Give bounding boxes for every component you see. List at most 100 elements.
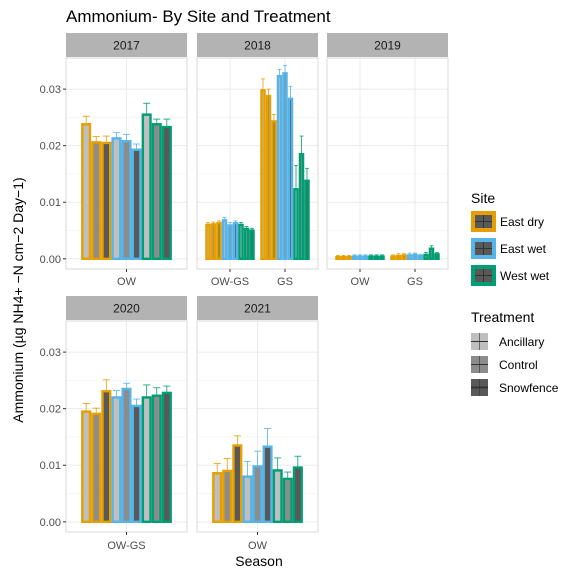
bar-east-dry-control — [91, 412, 102, 524]
bar-west-wet-snowfence — [249, 229, 255, 261]
bar-east-wet-ancillary — [351, 255, 358, 261]
bar-west-wet-ancillary — [423, 253, 429, 261]
facet-strip-label: 2020 — [113, 302, 140, 316]
facet-strip-label: 2019 — [374, 39, 401, 53]
bar-west-wet-control — [373, 255, 380, 261]
bar-west-wet-control — [243, 227, 250, 261]
bar-east-dry-control — [91, 141, 102, 261]
bar-east-wet-snowfence — [131, 148, 142, 261]
facet-strip — [66, 33, 187, 57]
bar-east-wet-snowfence — [232, 222, 239, 261]
bar-east-wet-snowfence — [287, 97, 294, 261]
bar-east-wet-ancillary — [111, 396, 122, 524]
x-tick-label: OW — [351, 276, 371, 288]
bar-east-wet-control — [227, 224, 233, 261]
y-tick-label: 0.03 — [40, 84, 61, 96]
bar-east-dry-control — [222, 469, 233, 524]
bar-east-dry-snowfence — [401, 254, 407, 261]
facet-strip — [197, 296, 318, 320]
legend-label-treatment: Snowfence — [499, 381, 559, 395]
bar-west-wet-snowfence — [292, 466, 303, 524]
bar-east-wet-control — [282, 72, 288, 261]
facet-strip-label: 2017 — [113, 39, 140, 53]
facet-panel-2021: 2021 OW — [196, 296, 319, 552]
bar-east-dry-ancillary — [390, 255, 396, 261]
bar-west-wet-ancillary — [141, 396, 152, 524]
chart-title: Ammonium- By Site and Treatment — [66, 7, 331, 26]
facet-panel-2018: 2018 OW-GS GS — [196, 33, 319, 288]
bar-east-dry-control — [395, 254, 402, 261]
bar-east-wet-snowfence — [131, 404, 142, 524]
bar-east-dry-ancillary — [335, 255, 341, 261]
facet-strip-label: 2018 — [244, 39, 271, 53]
bar-east-dry-snowfence — [232, 444, 243, 524]
bar-east-dry-ancillary — [81, 410, 92, 524]
facet-strip — [327, 33, 448, 57]
x-tick-label: GS — [277, 276, 293, 288]
legend-label-site: East wet — [500, 242, 547, 256]
bar-east-dry-snowfence — [101, 141, 112, 261]
bar-east-wet-control — [121, 387, 132, 524]
bar-east-wet-control — [412, 253, 418, 261]
bar-west-wet-ancillary — [293, 188, 299, 261]
bar-west-wet-snowfence — [161, 391, 172, 524]
bar-east-dry-snowfence — [216, 222, 222, 261]
y-tick-label: 0.00 — [40, 254, 61, 266]
legend-label-treatment: Ancillary — [499, 335, 544, 349]
bar-east-wet-control — [357, 255, 363, 261]
y-tick-label: 0.01 — [40, 460, 61, 472]
bar-east-dry-snowfence — [346, 255, 352, 261]
facet-panel-2017: 2017 OW 0.00 0.01 0.02 0.03 — [40, 33, 188, 288]
x-tick-label: OW — [117, 276, 137, 288]
legend-title-treatment: Treatment — [471, 309, 534, 325]
x-tick-label: GS — [407, 276, 423, 288]
bar-east-wet-ancillary — [242, 475, 253, 524]
facet-strip-label: 2021 — [244, 302, 271, 316]
legend-title-site: Site — [471, 190, 495, 206]
facet-panels: 2017 OW 0.00 0.01 0.02 0.03 2018 OW-GS GS 2019 OW G… — [40, 33, 449, 552]
bar-east-wet-snowfence — [262, 445, 273, 524]
bar-east-wet-control — [252, 465, 263, 524]
legend-label-treatment: Control — [499, 358, 538, 372]
legend-label-site: West wet — [500, 269, 550, 283]
bar-east-dry-snowfence — [101, 390, 112, 524]
panel-background — [327, 58, 448, 269]
x-axis-title: Season — [235, 553, 282, 569]
bar-east-dry-control — [265, 94, 272, 261]
y-tick-label: 0.02 — [40, 141, 61, 153]
bar-west-wet-control — [298, 153, 305, 261]
bar-east-dry-snowfence — [271, 120, 277, 261]
bar-west-wet-snowfence — [434, 253, 440, 261]
legend-label-site: East dry — [500, 215, 544, 229]
facet-panel-2020: 2020 OW-GS 0.00 0.01 0.02 0.03 — [40, 296, 188, 552]
facet-strip — [197, 33, 318, 57]
bar-west-wet-control — [428, 247, 435, 261]
y-tick-label: 0.03 — [40, 347, 61, 359]
bar-west-wet-control — [151, 394, 162, 524]
bar-east-wet-control — [121, 140, 132, 261]
x-tick-label: OW-GS — [107, 540, 145, 552]
bar-west-wet-ancillary — [368, 255, 374, 261]
y-axis-title: Ammonium (µg NH4+ −N cm−2 Day−1) — [10, 177, 26, 422]
bar-east-wet-snowfence — [362, 255, 369, 261]
bar-west-wet-ancillary — [272, 469, 283, 524]
y-tick-label: 0.01 — [40, 197, 61, 209]
bar-east-dry-ancillary — [81, 123, 92, 261]
bar-east-dry-ancillary — [260, 89, 266, 261]
facet-strip — [66, 296, 187, 320]
facet-panel-2019: 2019 OW GS — [326, 33, 449, 288]
bar-east-wet-ancillary — [221, 219, 228, 261]
y-tick-label: 0.02 — [40, 404, 61, 416]
legend: Site Treatment East dry East wet West wet A… — [471, 190, 559, 396]
panel-border — [326, 57, 449, 270]
y-tick-label: 0.00 — [40, 517, 61, 529]
x-tick-label: OW — [248, 540, 268, 552]
bar-west-wet-ancillary — [141, 113, 152, 261]
bar-east-wet-ancillary — [276, 74, 283, 261]
bar-west-wet-ancillary — [238, 223, 244, 261]
bar-east-dry-control — [210, 223, 217, 261]
bar-east-dry-ancillary — [212, 472, 223, 524]
bar-east-wet-ancillary — [406, 254, 413, 261]
bar-east-wet-snowfence — [417, 254, 424, 261]
